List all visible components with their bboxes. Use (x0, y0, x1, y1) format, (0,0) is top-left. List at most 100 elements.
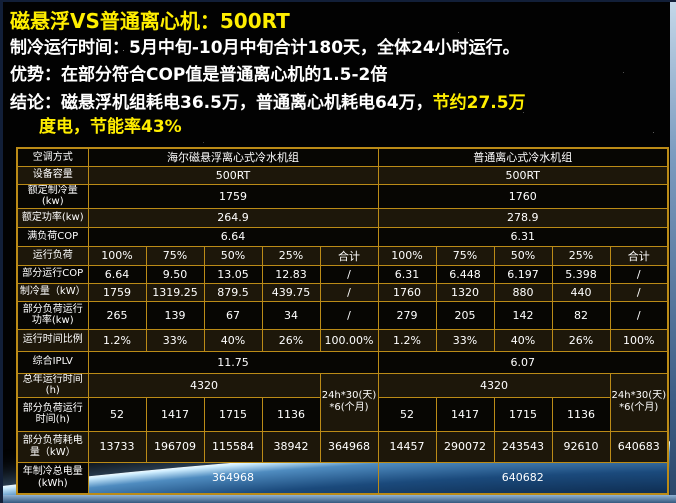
column-header-cell: 合计 (609, 245, 669, 266)
value-cell: 1759 (87, 282, 147, 302)
value-cell: 500RT (377, 165, 669, 185)
conclusion-white-text: 结论：磁悬浮机组耗电36.5万，普通离心机耗电64万， (10, 93, 433, 113)
value-cell: 33% (145, 328, 205, 352)
value-cell: 11.75 (87, 350, 379, 374)
value-cell: 12.83 (261, 264, 321, 284)
column-header-cell: 合计 (319, 245, 379, 266)
comparison-table: 空调方式 海尔磁悬浮离心式冷水机组 普通离心式冷水机组 设备容量 500RT 5… (16, 147, 669, 495)
value-cell: 142 (493, 300, 553, 330)
label-cell: 满负荷COP (16, 226, 89, 247)
label-cell: 设备容量 (16, 165, 89, 185)
label-cell: 部分运行COP (16, 264, 89, 284)
value-cell: 6.31 (377, 226, 669, 247)
label-cell: 额定功率(kw) (16, 207, 89, 228)
column-header-cell: 50% (203, 245, 263, 266)
value-cell: 1417 (435, 396, 495, 432)
label-cell: 运行时间比例 (16, 328, 89, 352)
column-header-cell: 75% (145, 245, 205, 266)
value-cell: 9.50 (145, 264, 205, 284)
row-part-hours: 部分负荷运行时间(h) 52 1417 1715 1136 52 1417 17… (16, 396, 668, 432)
value-cell: 6.31 (377, 264, 437, 284)
value-cell: 264.9 (87, 207, 379, 228)
value-cell: 265 (87, 300, 147, 330)
value-cell: 364968 (319, 430, 379, 463)
conclusion-highlight-text: 节约27.5万 (432, 93, 526, 113)
value-cell: 1320 (435, 282, 495, 302)
value-cell: 880 (493, 282, 553, 302)
annual-total-unit1-cell: 364968 (87, 461, 379, 495)
value-cell: 1136 (261, 396, 321, 432)
value-cell: 13.05 (203, 264, 263, 284)
value-cell: 279 (377, 300, 437, 330)
row-rated-cooling: 额定制冷量(kw) 1759 1760 (16, 183, 669, 209)
value-cell: 500RT (87, 165, 379, 185)
label-cell: 部分负荷耗电量（kW） (16, 430, 89, 463)
column-header-cell: 50% (493, 245, 553, 266)
value-cell: / (609, 282, 669, 302)
column-header-cell: 100% (87, 245, 147, 266)
value-cell: 6.197 (493, 264, 553, 284)
column-header-cell: 25% (261, 245, 321, 266)
label-cell: 空调方式 (16, 147, 89, 167)
row-annual-total: 年制冷总电量(kWh) 364968 640682 (16, 461, 669, 495)
label-cell: 年制冷总电量(kWh) (16, 461, 89, 495)
value-cell: 1136 (551, 396, 611, 432)
value-cell: 34 (261, 300, 321, 330)
row-time-ratio: 运行时间比例 1.2% 33% 40% 26% 100.00% 1.2% 33%… (16, 328, 669, 352)
value-cell: 115584 (203, 430, 263, 463)
label-cell: 制冷量（kW） (16, 282, 89, 302)
column-header-cell: 100% (377, 245, 437, 266)
window-edge-right (670, 2, 676, 503)
hours-note-line1: 24h*30(天) (611, 389, 667, 401)
value-cell: 879.5 (203, 282, 263, 302)
label-cell: 总年运行时间(h) (16, 372, 89, 398)
row-part-cop: 部分运行COP 6.64 9.50 13.05 12.83 / 6.31 6.4… (16, 264, 669, 284)
row-part-consumption: 部分负荷耗电量（kW） 13733 196709 115584 38942 36… (16, 430, 669, 463)
value-cell: 1319.25 (145, 282, 205, 302)
value-cell: 26% (261, 328, 321, 352)
value-cell: 67 (203, 300, 263, 330)
value-cell: 13733 (87, 430, 147, 463)
conclusion-line-2: 度电，节能率43% (39, 117, 182, 137)
value-cell: 196709 (145, 430, 205, 463)
value-cell: / (319, 264, 379, 284)
value-cell: 1760 (377, 183, 669, 209)
value-cell: 5.398 (551, 264, 611, 284)
row-cooling: 制冷量（kW） 1759 1319.25 879.5 439.75 / 1760… (16, 282, 669, 302)
row-rated-power: 额定功率(kw) 264.9 278.9 (16, 207, 669, 228)
value-cell: 139 (145, 300, 205, 330)
row-load-header: 运行负荷 100% 75% 50% 25% 合计 100% 75% 50% 25… (16, 245, 669, 266)
value-cell: 4320 (377, 372, 611, 398)
value-cell: / (319, 300, 379, 330)
value-cell: 1417 (145, 396, 205, 432)
advantage-line: 优势：在部分符合COP值是普通离心机的1.5-2倍 (10, 65, 388, 85)
value-cell: 40% (203, 328, 263, 352)
slide-title: 磁悬浮VS普通离心机：500RT (10, 9, 290, 33)
value-cell: 1.2% (377, 328, 437, 352)
unit1-name-cell: 海尔磁悬浮离心式冷水机组 (87, 147, 379, 167)
value-cell: / (319, 282, 379, 302)
hours-note-line2: *6(个月) (619, 402, 659, 413)
label-cell: 运行负荷 (16, 245, 89, 266)
value-cell: 6.07 (377, 350, 669, 374)
conclusion-line: 结论：磁悬浮机组耗电36.5万，普通离心机耗电64万，节约27.5万 (10, 93, 526, 113)
row-mode: 空调方式 海尔磁悬浮离心式冷水机组 普通离心式冷水机组 (16, 147, 669, 167)
value-cell: 640683 (609, 430, 669, 463)
value-cell: 26% (551, 328, 611, 352)
value-cell: 1715 (493, 396, 553, 432)
value-cell: 1759 (87, 183, 379, 209)
label-cell: 综合IPLV (16, 350, 89, 374)
value-cell: 100.00% (319, 328, 379, 352)
value-cell: 40% (493, 328, 553, 352)
value-cell: 1.2% (87, 328, 147, 352)
value-cell: 100% (609, 328, 669, 352)
value-cell: 440 (551, 282, 611, 302)
value-cell: 14457 (377, 430, 437, 463)
row-full-load-cop: 满负荷COP 6.64 6.31 (16, 226, 669, 247)
value-cell: / (609, 264, 669, 284)
value-cell: 52 (87, 396, 147, 432)
value-cell: / (609, 300, 669, 330)
value-cell: 6.64 (87, 226, 379, 247)
runtime-line: 制冷运行时间：5月中旬-10月中旬合计180天，全体24小时运行。 (10, 38, 520, 58)
